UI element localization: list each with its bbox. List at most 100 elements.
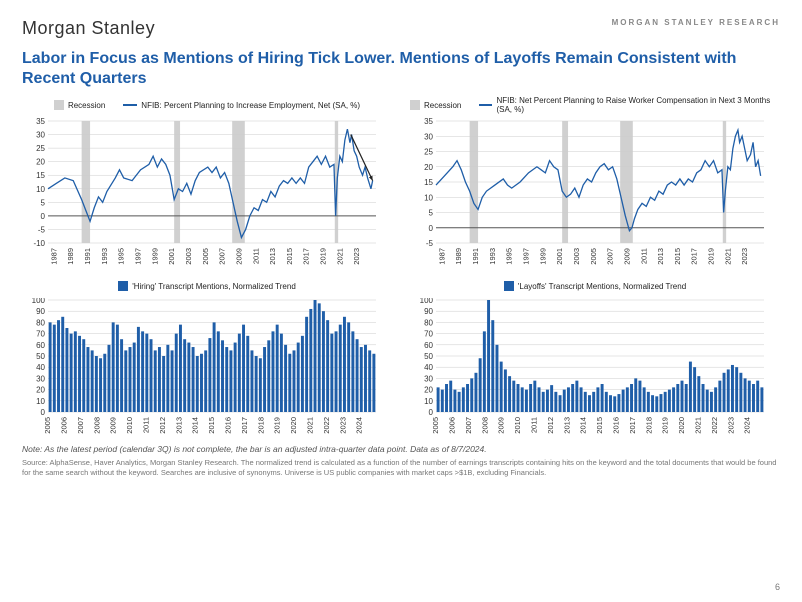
y-tick-label: 35 [424,117,433,126]
bar [752,384,755,412]
bar [272,331,275,412]
nfib-compensation-chart-legend-item-1: NFIB: Net Percent Planning to Raise Work… [479,96,780,114]
x-tick-label: 2019 [273,417,282,434]
bar [116,325,119,412]
x-tick-label: 2020 [289,417,298,434]
bar [660,394,663,412]
bar [91,350,94,412]
x-tick-label: 2024 [743,417,752,434]
bar [437,387,440,412]
chart-top-right: Recession NFIB: Net Percent Planning to R… [410,95,780,270]
bar [133,343,136,412]
bar [441,390,444,412]
x-tick-label: 2015 [595,417,604,434]
bar [571,384,574,412]
bar [445,384,448,412]
x-tick-label: 2016 [224,417,233,434]
charts-grid: RecessionNFIB: Percent Planning to Incre… [22,95,780,436]
y-tick-label: -5 [38,225,46,234]
bar [192,347,195,412]
x-tick-label: 2015 [673,248,682,265]
bar [496,345,499,412]
y-tick-label: 50 [424,352,433,361]
y-tick-label: 20 [424,163,433,172]
recession-band [82,121,90,243]
bar [351,331,354,412]
x-tick-label: 1997 [134,248,143,265]
bar [681,381,684,412]
bar [601,384,604,412]
bar [293,350,296,412]
bar [563,390,566,412]
nfib-compensation-chart-legend: Recession NFIB: Net Percent Planning to R… [410,95,780,115]
x-tick-label: 2009 [622,248,631,265]
bar [335,331,338,412]
bar [647,392,650,412]
bar [242,325,245,412]
bar [525,390,528,412]
x-tick-label: 2011 [142,417,151,433]
bar [145,334,148,412]
legend-label: Recession [68,101,105,110]
bar [297,343,300,412]
x-tick-label: 2015 [285,248,294,265]
bar [326,320,329,412]
x-tick-label: 2022 [710,417,719,434]
x-tick-label: 2023 [726,417,735,434]
nfib-employment-chart-legend-item-0: Recession [54,100,105,110]
y-tick-label: 0 [41,212,46,221]
bar [521,387,524,412]
bar [592,392,595,412]
bar [141,331,144,412]
x-tick-label: 1989 [454,248,463,265]
y-tick-label: 20 [36,386,45,395]
x-tick-label: 2018 [256,417,265,434]
bar [706,390,709,412]
bar [364,345,367,412]
bar [208,338,211,412]
x-tick-label: 2001 [555,248,564,265]
bar [462,387,465,412]
bar [137,327,140,412]
x-tick-label: 2012 [158,417,167,434]
y-tick-label: 10 [424,397,433,406]
bar [246,336,249,412]
bar [466,384,469,412]
footnote: Note: As the latest period (calendar 3Q)… [22,444,780,454]
x-tick-label: 2015 [207,417,216,434]
bar [99,358,102,412]
series-line [48,129,373,237]
bar [718,381,721,412]
bar [65,328,68,412]
y-tick-label: 90 [424,307,433,316]
x-tick-label: 1995 [505,248,514,265]
x-tick-label: 2019 [319,248,328,265]
bar [162,356,165,412]
y-tick-label: 60 [424,341,433,350]
bar [689,362,692,412]
bar [187,343,190,412]
y-tick-label: 90 [36,307,45,316]
page: Morgan Stanley MORGAN STANLEY RESEARCH L… [0,0,802,602]
y-tick-label: 30 [424,132,433,141]
bar [284,345,287,412]
x-tick-label: 2001 [167,248,176,265]
bar [723,373,726,412]
nfib-compensation-chart-svg: -505101520253035198719891991199319951997… [410,117,770,267]
x-tick-label: 2021 [694,417,703,434]
legend-label: Recession [424,101,461,110]
x-tick-label: 2013 [268,248,277,265]
bar [234,343,237,412]
y-tick-label: 5 [429,209,434,218]
x-tick-label: 2009 [497,417,506,434]
x-tick-label: 2016 [612,417,621,434]
bar [196,356,199,412]
y-tick-label: -10 [33,239,45,248]
bar [559,395,562,412]
bar [166,345,169,412]
y-tick-label: 30 [36,374,45,383]
x-tick-label: 1993 [488,248,497,265]
bar [483,331,486,412]
bar [78,336,81,412]
x-tick-label: 2009 [109,417,118,434]
